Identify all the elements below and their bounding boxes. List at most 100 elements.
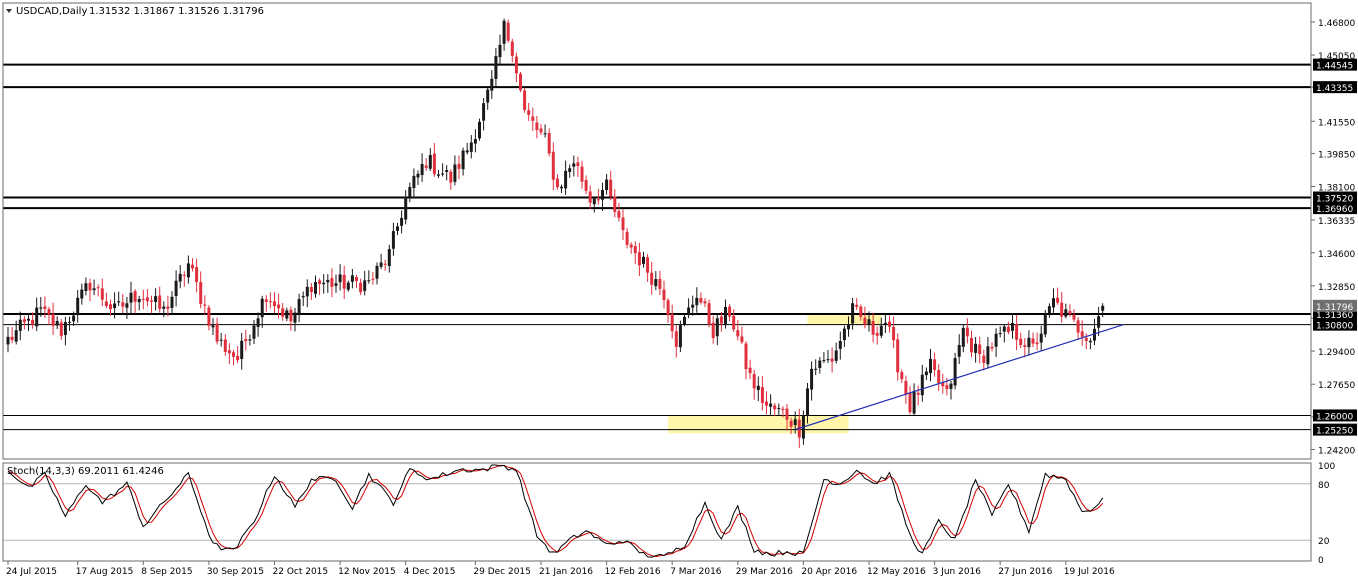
candle-body bbox=[162, 306, 166, 309]
candle-body bbox=[863, 317, 867, 325]
stochastic-pane[interactable]: Stoch(14,3,3) 69.2011 61.4246 bbox=[2, 462, 1312, 562]
time-tick-label: 22 Oct 2015 bbox=[273, 567, 329, 577]
candle-body bbox=[842, 328, 846, 341]
candle-body bbox=[129, 292, 133, 303]
candle-body bbox=[810, 368, 814, 390]
candle-body bbox=[203, 304, 207, 306]
candle-body bbox=[158, 295, 162, 309]
candle-body bbox=[1035, 342, 1039, 345]
candle-body bbox=[293, 312, 297, 323]
candle-body bbox=[191, 264, 194, 269]
candle-body bbox=[605, 179, 609, 191]
candle-body bbox=[211, 325, 215, 328]
candle-body bbox=[777, 407, 781, 409]
candle-body bbox=[371, 278, 375, 280]
stochastic-main-line bbox=[7, 464, 1104, 558]
candle-body bbox=[535, 122, 539, 131]
level-price-tag-label: 1.37520 bbox=[1316, 195, 1353, 205]
candle-body bbox=[1068, 311, 1072, 314]
stochastic-axis: 100 80 20 0 bbox=[1318, 462, 1335, 566]
candle-body bbox=[572, 163, 576, 167]
stochastic-guides bbox=[3, 483, 1311, 541]
candle-body bbox=[990, 346, 994, 349]
candle-body bbox=[359, 282, 363, 293]
candle-body bbox=[998, 333, 1002, 335]
candle-body bbox=[564, 170, 568, 189]
candle-body bbox=[1006, 326, 1010, 333]
candle-body bbox=[625, 231, 629, 245]
candle-body bbox=[10, 336, 14, 340]
candle-body bbox=[47, 308, 51, 315]
candle-body bbox=[227, 350, 231, 354]
candle-body bbox=[400, 217, 404, 226]
time-tick-label: 27 Jun 2016 bbox=[998, 567, 1052, 577]
candle-body bbox=[244, 339, 248, 342]
level-price-tag-label: 1.44545 bbox=[1316, 62, 1353, 72]
candle-body bbox=[789, 420, 793, 427]
level-price-tag bbox=[1313, 202, 1357, 215]
symbol-label: USDCAD,Daily bbox=[16, 6, 87, 17]
candle-body bbox=[113, 303, 117, 309]
candle-body bbox=[14, 330, 18, 342]
candle-body bbox=[453, 164, 457, 182]
price-tick-label: 1.34600 bbox=[1318, 250, 1355, 260]
candle-body bbox=[830, 358, 834, 362]
candle-body bbox=[121, 302, 125, 307]
candle-body bbox=[219, 339, 223, 341]
level-price-tag-label: 1.43355 bbox=[1316, 84, 1353, 94]
candle-body bbox=[80, 289, 84, 299]
candle-body bbox=[904, 380, 908, 395]
candle-body bbox=[580, 166, 584, 182]
candle-body bbox=[59, 322, 63, 337]
candle-body bbox=[240, 340, 244, 359]
candle-body bbox=[617, 211, 621, 218]
candle-body bbox=[703, 301, 707, 304]
candle-body bbox=[847, 324, 850, 330]
candle-body bbox=[285, 310, 289, 319]
candle-body bbox=[428, 155, 432, 169]
candle-body bbox=[63, 322, 67, 335]
candle-body bbox=[104, 301, 108, 307]
candle-body bbox=[691, 304, 695, 308]
price-tick-label: 1.39850 bbox=[1318, 150, 1355, 160]
candle-body bbox=[264, 299, 268, 302]
candle-body bbox=[523, 90, 527, 110]
candle-body bbox=[350, 275, 354, 282]
candle-body bbox=[765, 401, 768, 406]
candle-body bbox=[6, 336, 10, 345]
candle-body bbox=[953, 358, 957, 386]
price-tick-label: 1.32850 bbox=[1318, 283, 1355, 293]
candle-body bbox=[527, 110, 531, 115]
candle-body bbox=[404, 196, 408, 220]
candle-body bbox=[555, 178, 559, 188]
candle-body bbox=[346, 282, 350, 290]
price-tick-label: 1.24200 bbox=[1318, 446, 1355, 456]
candle-body bbox=[740, 336, 744, 343]
time-tick-label: 29 Dec 2015 bbox=[473, 567, 531, 577]
price-pane[interactable] bbox=[2, 2, 1312, 460]
candle-body bbox=[838, 341, 842, 349]
candle-body bbox=[531, 116, 535, 121]
candle-body bbox=[1002, 326, 1006, 332]
triangle-down-icon[interactable] bbox=[6, 9, 12, 13]
candle-body bbox=[920, 374, 924, 396]
candle-body bbox=[195, 267, 199, 282]
candle-body bbox=[424, 165, 428, 168]
candle-body bbox=[806, 388, 809, 416]
candle-body bbox=[117, 301, 121, 303]
candle-body bbox=[1097, 316, 1101, 328]
candle-body bbox=[137, 298, 141, 303]
time-axis[interactable]: 24 Jul 2015 17 Aug 2015 8 Sep 2015 30 Sep 2… bbox=[6, 561, 1115, 577]
stochastic-tick-label: 80 bbox=[1318, 481, 1330, 491]
candle-body bbox=[609, 179, 613, 197]
candle-body bbox=[986, 346, 990, 365]
candle-body bbox=[141, 299, 145, 301]
candle-body bbox=[814, 368, 818, 370]
candle-body bbox=[150, 300, 153, 302]
candle-body bbox=[223, 339, 227, 352]
candle-body bbox=[457, 163, 461, 169]
candle-body bbox=[596, 199, 600, 201]
candle-body bbox=[900, 371, 904, 380]
